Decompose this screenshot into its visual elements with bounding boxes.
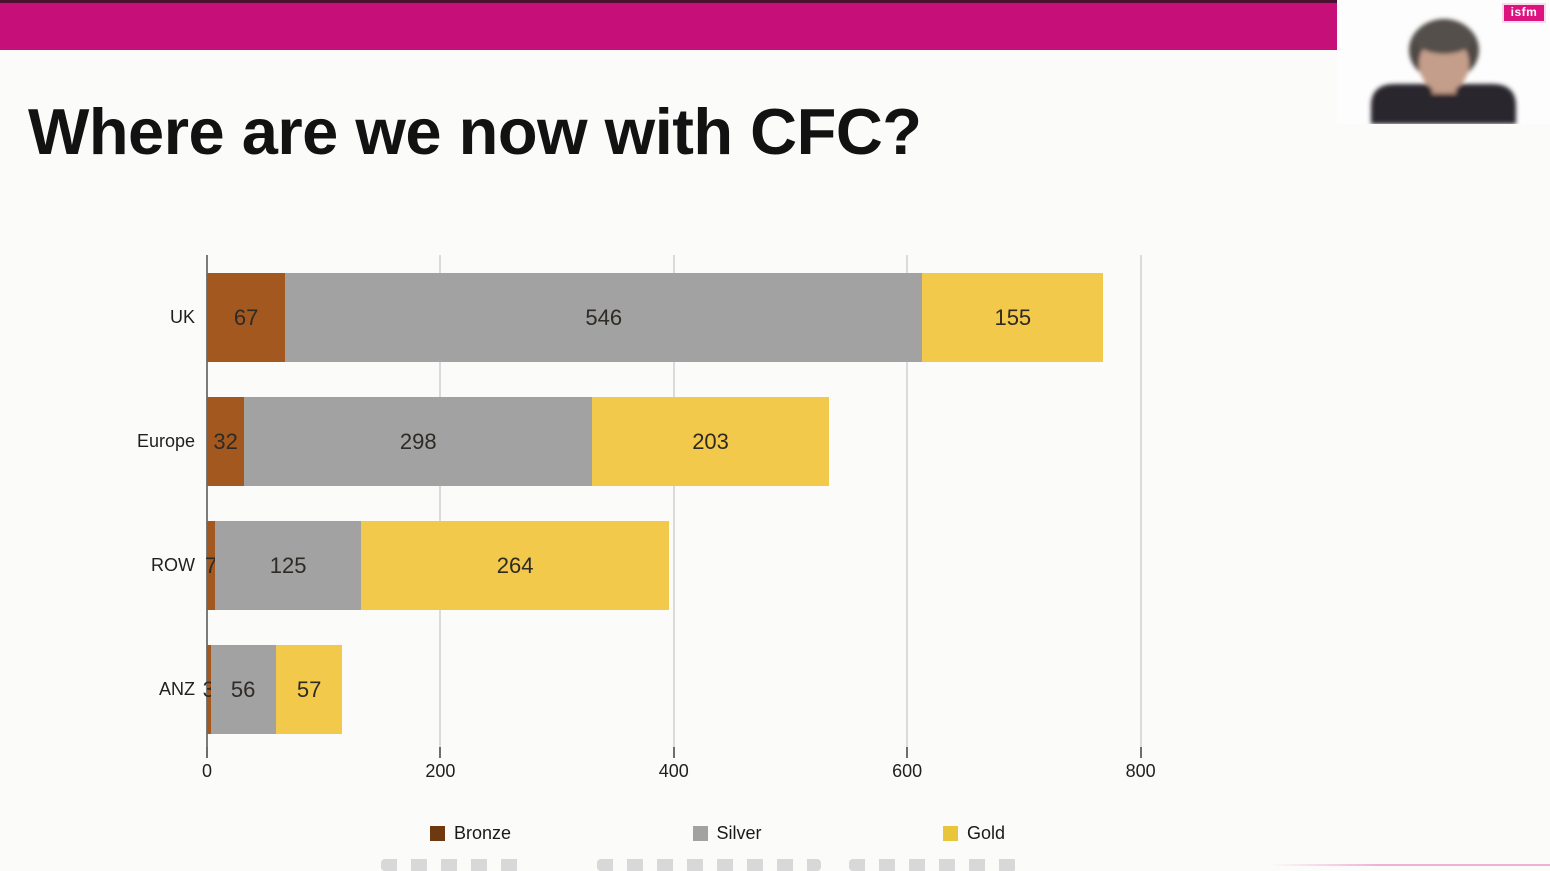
legend-swatch-silver [692, 825, 708, 841]
cutoff-text-artifact [597, 859, 821, 871]
x-axis-tick-600 [906, 747, 909, 758]
bar-anz-gold [275, 645, 343, 734]
isfm-logo: isfm [1502, 3, 1546, 23]
slide-title: Where are we now with CFC? [28, 95, 922, 168]
bar-row-silver [215, 521, 362, 610]
presenter-torso [1371, 84, 1516, 124]
value-label-uk-bronze: 67 [233, 304, 259, 330]
value-label-anz-gold: 57 [296, 676, 322, 702]
value-label-uk-gold: 155 [994, 304, 1032, 330]
chart-legend: Bronze Silver Gold [430, 823, 1005, 843]
x-axis-tick-label-200: 200 [425, 761, 456, 781]
presenter-hair-top [1414, 22, 1474, 54]
bar-row-gold [361, 521, 670, 610]
x-axis-tick-400 [672, 747, 675, 758]
value-label-europe-bronze: 32 [213, 428, 238, 454]
cutoff-text-artifact [849, 859, 1017, 871]
bar-anz-silver [210, 645, 276, 734]
presenter-figure [1371, 19, 1516, 124]
gridline-400 [672, 255, 675, 747]
bottom-edge-accent-line [1268, 864, 1550, 866]
bar-anz-bronze [207, 645, 211, 734]
x-axis-tick-label-600: 600 [892, 761, 923, 781]
value-label-row-bronze: 7 [204, 552, 218, 578]
bar-uk-bronze [207, 273, 286, 362]
category-label-europe: Europe [136, 431, 195, 451]
category-label-row: ROW [151, 555, 195, 575]
x-axis-tick-200 [439, 747, 442, 758]
legend-swatch-gold [942, 825, 958, 841]
bar-uk-gold [922, 273, 1104, 362]
legend-item-gold: Gold [942, 822, 1005, 844]
legend-label-bronze: Bronze [454, 822, 512, 843]
gridline-200 [439, 255, 442, 747]
bar-uk-silver [285, 273, 923, 362]
legend-swatch-bronze [430, 825, 445, 841]
x-axis-tick-label-400: 400 [658, 761, 689, 781]
brand-accent-bar [0, 3, 1337, 50]
bar-europe-gold [592, 397, 829, 486]
x-axis-tick-label-0: 0 [201, 761, 212, 781]
legend-label-silver: Silver [716, 822, 762, 843]
bar-europe-bronze [207, 397, 245, 486]
value-label-europe-gold: 203 [692, 428, 729, 454]
x-axis-tick-0 [206, 747, 208, 758]
value-label-europe-silver: 298 [399, 428, 437, 454]
legend-item-bronze: Bronze [430, 823, 511, 844]
value-label-row-gold: 264 [496, 552, 534, 578]
x-axis-tick-label-800: 800 [1125, 761, 1156, 781]
gridline-600 [906, 255, 909, 747]
gridline-800 [1139, 255, 1142, 747]
top-dark-strip [0, 0, 1337, 3]
y-axis-line [206, 255, 208, 758]
value-label-row-silver: 125 [269, 552, 307, 578]
cutoff-text-artifact [381, 859, 527, 871]
value-label-uk-silver: 546 [585, 304, 623, 330]
x-axis-tick-800 [1139, 747, 1142, 758]
value-label-anz-silver: 56 [230, 676, 256, 702]
category-label-anz: ANZ [159, 679, 195, 699]
legend-item-silver: Silver [692, 822, 762, 844]
category-label-uk: UK [169, 307, 195, 327]
bar-europe-silver [244, 397, 593, 486]
bar-row-bronze [207, 521, 216, 610]
legend-label-gold: Gold [966, 822, 1005, 843]
